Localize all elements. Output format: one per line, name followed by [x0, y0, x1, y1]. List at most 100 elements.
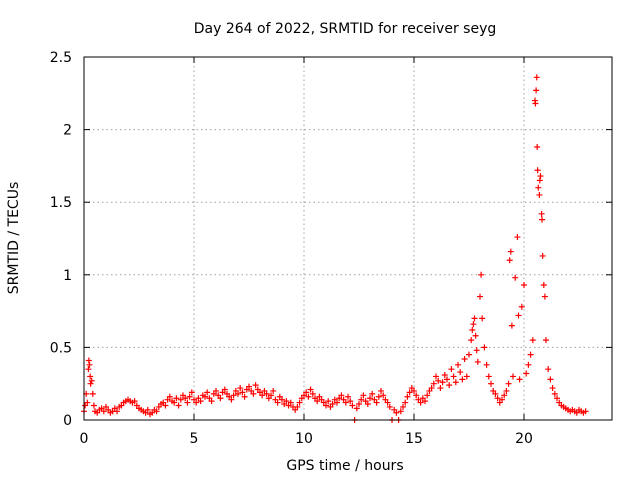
data-point-0-212 [516, 376, 523, 383]
data-point-0-180 [461, 356, 468, 363]
data-point-0-206 [507, 248, 514, 255]
data-point-0-16 [100, 408, 107, 415]
chart-title: Day 264 of 2022, SRMTID for receiver sey… [194, 21, 497, 37]
data-point-0-9 [88, 377, 95, 384]
data-point-0-163 [424, 392, 431, 399]
data-point-0-231 [539, 252, 546, 259]
data-point-0-202 [501, 392, 508, 399]
plot-frame [83, 56, 613, 421]
data-point-0-224 [534, 167, 541, 174]
axis-ticks: 0 5 10 15 20 0 0.5 1 1.5 2 2.5 [50, 50, 612, 447]
data-point-0-154 [404, 393, 411, 400]
data-point-0-4 [85, 366, 92, 373]
data-point-0-118 [325, 398, 332, 405]
data-point-0-143 [380, 392, 387, 399]
data-point-0-228 [537, 173, 544, 180]
data-point-0-198 [492, 390, 499, 397]
data-point-0-170 [439, 379, 446, 386]
data-point-0-195 [485, 373, 492, 380]
data-point-0-189 [474, 358, 481, 365]
data-point-0-50 [175, 402, 182, 409]
data-point-0-127 [345, 393, 351, 400]
data-point-0-136 [364, 401, 371, 408]
data-point-0-201 [499, 396, 505, 403]
data-point-0-55 [186, 393, 193, 400]
data-point-0-169 [437, 385, 444, 392]
data-point-0-53 [182, 395, 189, 402]
data-point-0-6 [86, 361, 93, 368]
data-point-0-157 [411, 387, 417, 394]
data-point-0-226 [536, 191, 543, 198]
x-tick-label-4: 20 [515, 431, 533, 447]
data-point-0-99 [283, 398, 290, 405]
data-point-0-233 [541, 293, 548, 300]
data-point-0-193 [481, 344, 488, 351]
data-point-0-173 [446, 382, 453, 389]
data-point-0-237 [549, 385, 556, 392]
data-point-0-179 [459, 376, 466, 383]
y-tick-label-3: 1.5 [50, 195, 72, 211]
data-point-0-140 [373, 399, 380, 406]
data-point-0-117 [323, 402, 329, 409]
data-point-0-36 [144, 406, 151, 413]
data-point-0-209 [512, 274, 519, 281]
data-point-0-62 [202, 393, 208, 400]
data-point-0-80 [241, 393, 248, 400]
data-point-0-10 [89, 390, 96, 397]
data-point-0-54 [184, 399, 191, 406]
data-point-0-236 [547, 376, 554, 383]
data-point-0-56 [188, 389, 195, 396]
data-point-0-85 [252, 382, 259, 389]
data-point-0-166 [430, 380, 437, 387]
data-point-0-77 [235, 390, 241, 397]
data-point-0-183 [468, 337, 475, 344]
data-point-0-160 [417, 399, 424, 406]
data-point-0-97 [279, 396, 285, 403]
data-point-0-122 [334, 399, 340, 406]
data-point-0-105 [296, 399, 303, 406]
data-point-0-182 [466, 351, 472, 358]
data-point-0-211 [515, 312, 522, 319]
data-point-0-162 [422, 398, 428, 405]
data-point-0-71 [221, 386, 228, 393]
data-point-0-110 [307, 386, 314, 393]
data-point-0-69 [217, 395, 224, 402]
data-point-0-252 [582, 408, 589, 415]
data-point-0-126 [342, 399, 349, 406]
data-point-0-5 [85, 357, 92, 364]
data-point-0-142 [378, 387, 384, 394]
data-point-0-111 [309, 390, 316, 397]
data-point-0-30 [131, 398, 138, 405]
data-point-0-213 [518, 303, 525, 310]
data-point-0-187 [472, 332, 479, 339]
data-point-0-158 [413, 392, 420, 399]
data-point-0-153 [402, 399, 409, 406]
data-point-0-151 [397, 408, 404, 415]
y-axis-title: SRMTID / TECUs [6, 182, 22, 295]
data-point-0-221 [533, 87, 540, 94]
data-point-0-196 [488, 380, 494, 387]
grid-layer [84, 57, 612, 420]
data-point-0-120 [329, 401, 336, 408]
data-point-0-227 [536, 177, 543, 184]
data-point-0-205 [506, 257, 513, 264]
data-point-0-177 [455, 361, 461, 368]
data-point-0-171 [441, 371, 448, 378]
data-point-0-129 [349, 402, 356, 409]
data-point-0-217 [527, 351, 534, 358]
data-point-0-215 [523, 370, 530, 377]
data-point-0-199 [494, 395, 501, 402]
data-point-0-207 [508, 322, 515, 329]
data-point-0-152 [400, 403, 406, 410]
y-tick-label-1: 0.5 [50, 340, 72, 356]
data-point-0-174 [448, 366, 455, 373]
data-point-0-238 [551, 390, 558, 397]
data-point-0-46 [166, 393, 173, 400]
data-point-0-191 [478, 271, 485, 278]
data-point-0-65 [208, 398, 215, 405]
data-point-0-167 [433, 373, 439, 380]
data-point-0-216 [525, 361, 532, 368]
data-point-0-172 [444, 376, 450, 383]
x-tick-label-2: 10 [295, 431, 313, 447]
